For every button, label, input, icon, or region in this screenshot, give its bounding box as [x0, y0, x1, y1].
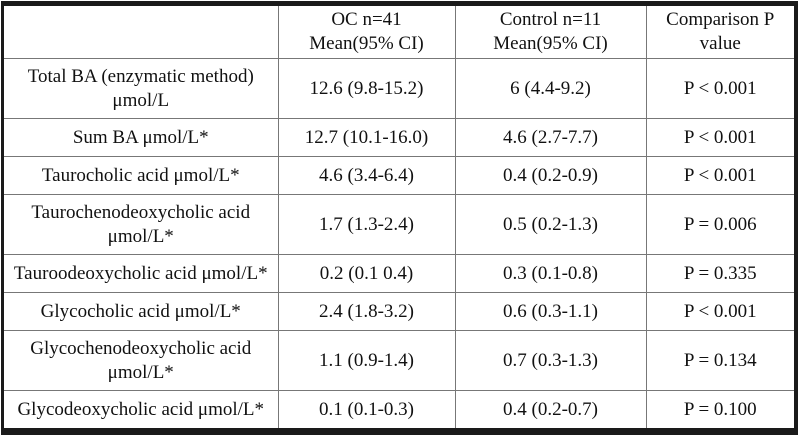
corner-cell: [4, 6, 279, 59]
row-label-cell: Tauroodeoxycholic acid μmol/L*: [4, 254, 279, 293]
row-label-line1: Glycodeoxycholic acid μmol/L*: [17, 398, 265, 420]
header-row: OC n=41 Mean(95% CI) Control n=11 Mean(9…: [4, 6, 794, 59]
control-value-cell: 4.6 (2.7-7.7): [454, 118, 647, 157]
control-value-cell: 0.4 (0.2-0.9): [454, 156, 647, 195]
row-label-line2: μmol/L: [112, 89, 170, 111]
row-label-line1: Total BA (enzymatic method): [27, 65, 254, 87]
table-row: Total BA (enzymatic method) μmol/L 12.6 …: [4, 58, 794, 119]
header-oc-line1: OC n=41: [331, 9, 402, 30]
p-value-cell: P < 0.001: [645, 118, 794, 157]
header-control-line1: Control n=11: [499, 9, 602, 30]
header-cell-pvalue: Comparison P value: [645, 6, 794, 59]
row-label-cell: Glycodeoxycholic acid μmol/L*: [4, 390, 279, 428]
header-cell-oc: OC n=41 Mean(95% CI): [277, 6, 456, 59]
oc-value-cell: 1.1 (0.9-1.4): [277, 330, 456, 391]
p-value-cell: P = 0.006: [645, 194, 794, 255]
header-pvalue-line1: Comparison P: [666, 9, 775, 30]
table-row: Tauroodeoxycholic acid μmol/L* 0.2 (0.1 …: [4, 254, 794, 293]
results-table: OC n=41 Mean(95% CI) Control n=11 Mean(9…: [4, 6, 794, 428]
oc-value-cell: 1.7 (1.3-2.4): [277, 194, 456, 255]
row-label-cell: Taurocholic acid μmol/L*: [4, 156, 279, 195]
control-value-cell: 0.5 (0.2-1.3): [454, 194, 647, 255]
p-value-cell: P < 0.001: [645, 156, 794, 195]
table-row: Glycochenodeoxycholic acid μmol/L* 1.1 (…: [4, 330, 794, 391]
header-oc-line2: Mean(95% CI): [309, 33, 424, 54]
header-cell-control: Control n=11 Mean(95% CI): [454, 6, 647, 59]
header-control-line2: Mean(95% CI): [493, 33, 608, 54]
table-row: Sum BA μmol/L* 12.7 (10.1-16.0) 4.6 (2.7…: [4, 118, 794, 157]
control-value-cell: 6 (4.4-9.2): [454, 58, 647, 119]
row-label-line1: Glycochenodeoxycholic acid: [30, 337, 252, 359]
row-label-line1: Taurocholic acid μmol/L*: [41, 164, 240, 186]
row-label-line1: Tauroodeoxycholic acid μmol/L*: [13, 262, 268, 284]
control-value-cell: 0.3 (0.1-0.8): [454, 254, 647, 293]
oc-value-cell: 0.2 (0.1 0.4): [277, 254, 456, 293]
oc-value-cell: 2.4 (1.8-3.2): [277, 292, 456, 331]
row-label-line2: μmol/L*: [107, 361, 174, 383]
p-value-cell: P < 0.001: [645, 292, 794, 331]
row-label-cell: Glycochenodeoxycholic acid μmol/L*: [4, 330, 279, 391]
row-label-cell: Total BA (enzymatic method) μmol/L: [4, 58, 279, 119]
row-label-cell: Taurochenodeoxycholic acid μmol/L*: [4, 194, 279, 255]
p-value-cell: P = 0.134: [645, 330, 794, 391]
control-value-cell: 0.4 (0.2-0.7): [454, 390, 647, 428]
row-label-cell: Glycocholic acid μmol/L*: [4, 292, 279, 331]
control-value-cell: 0.7 (0.3-1.3): [454, 330, 647, 391]
p-value-cell: P = 0.100: [645, 390, 794, 428]
oc-value-cell: 0.1 (0.1-0.3): [277, 390, 456, 428]
control-value-cell: 0.6 (0.3-1.1): [454, 292, 647, 331]
table-row: Glycodeoxycholic acid μmol/L* 0.1 (0.1-0…: [4, 390, 794, 428]
row-label-cell: Sum BA μmol/L*: [4, 118, 279, 157]
p-value-cell: P < 0.001: [645, 58, 794, 119]
header-pvalue-line2: value: [699, 33, 741, 54]
oc-value-cell: 12.7 (10.1-16.0): [277, 118, 456, 157]
oc-value-cell: 12.6 (9.8-15.2): [277, 58, 456, 119]
row-label-line1: Glycocholic acid μmol/L*: [40, 300, 241, 322]
p-value-cell: P = 0.335: [645, 254, 794, 293]
table-row: Glycocholic acid μmol/L* 2.4 (1.8-3.2) 0…: [4, 292, 794, 331]
table-row: Taurocholic acid μmol/L* 4.6 (3.4-6.4) 0…: [4, 156, 794, 195]
row-label-line1: Taurochenodeoxycholic acid: [31, 201, 251, 223]
oc-value-cell: 4.6 (3.4-6.4): [277, 156, 456, 195]
row-label-line1: Sum BA μmol/L*: [72, 126, 209, 148]
table-row: Taurochenodeoxycholic acid μmol/L* 1.7 (…: [4, 194, 794, 255]
row-label-line2: μmol/L*: [107, 225, 174, 247]
